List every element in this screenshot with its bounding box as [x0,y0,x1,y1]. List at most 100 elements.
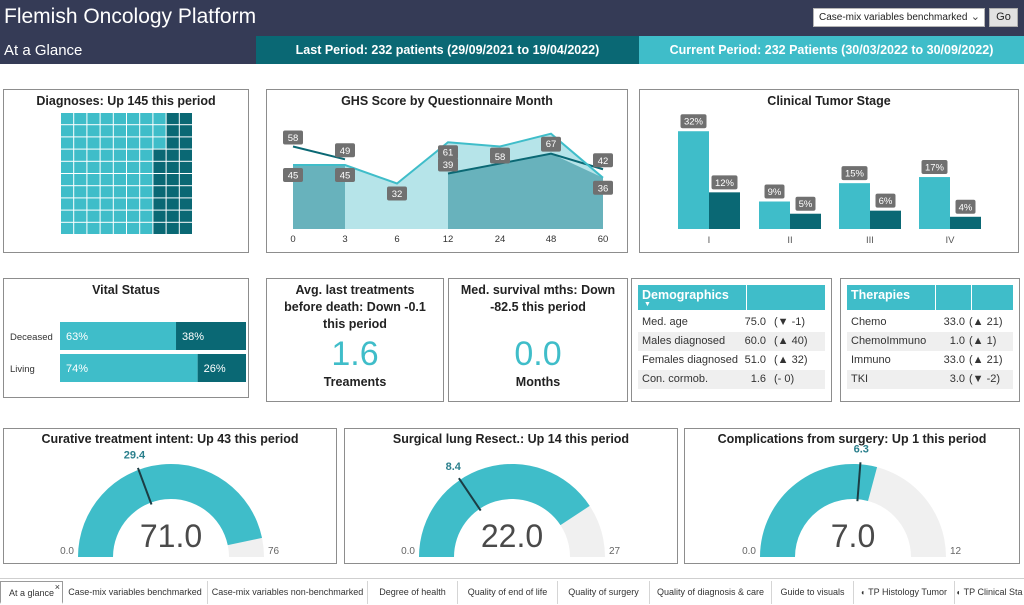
page-name: At a Glance [0,36,256,64]
tab-label: Degree of health [379,587,446,597]
waffle-cell [74,137,87,149]
therapies-header[interactable]: Therapies [847,285,1013,310]
waffle-cell [127,125,140,137]
data-label-box [541,136,561,151]
waffle-cell [153,174,166,186]
waffle-cell [100,137,113,149]
data-label: 38% [182,331,204,343]
tab-quality-of-surgery[interactable]: Quality of surgery [558,581,650,604]
waffle-cell [166,174,179,186]
bar [870,210,901,229]
tab-quality-end-of-life[interactable]: Quality of end of life [458,581,558,604]
row-value: 1.6 [750,373,766,385]
kpi-treatments-card[interactable]: Avg. last treatments before death: Down … [266,278,444,402]
data-label: 74% [66,363,88,375]
waffle-cell [127,198,140,210]
tumor-stage-card[interactable]: Clinical Tumor Stage 32% 12% I 9% 5% II 15% 6% I… [639,89,1019,253]
gauge-chart: 8.4 22.0 0.0 27 [401,461,621,557]
row-change: (▲ 32) [774,354,808,366]
gauge-fill [78,464,263,557]
waffle-cell [100,210,113,222]
kpi-treatments-value: 1.6 [331,335,379,373]
waffle-cell [87,161,100,173]
data-label: 58 [288,133,299,144]
data-label: 58 [495,152,506,163]
gauge-card-surgical[interactable]: Surgical lung Resect.: Up 14 this period… [344,428,678,564]
data-label: 32 [392,189,403,200]
waffle-cell [140,198,153,210]
data-label: 12% [715,178,735,189]
gauge-card-complications[interactable]: Complications from surgery: Up 1 this pe… [684,428,1020,564]
waffle-cell [61,161,74,173]
tumor-stage-bar-chart: 32% 12% I 9% 5% II 15% 6% III 17% 4% IV [678,114,981,246]
row-change: (- 0) [774,373,795,385]
ghs-title: GHS Score by Questionnaire Month [341,94,553,108]
row-label: Chemo [851,316,887,328]
app-title: Flemish Oncology Platform [4,5,257,28]
vital-status-title: Vital Status [92,283,160,297]
tab-tp-histology-tumor[interactable]: ◐ TP Histology Tumor [854,581,955,604]
waffle-cell [166,210,179,222]
tab-guide-to-visuals[interactable]: Guide to visuals [772,581,854,604]
bar [197,354,246,382]
table-row: Med. age 75.0 (▼ -1) [638,313,825,332]
waffle-cell [61,113,74,125]
waffle-cell [113,161,126,173]
row-value: 3.0 [949,373,965,385]
waffle-cell [179,125,192,137]
go-button[interactable]: Go [989,8,1018,27]
waffle-cell [166,125,179,137]
gauge-target-marker [136,467,153,505]
data-label-box [593,153,613,168]
waffle-cell [153,210,166,222]
data-label: 67 [546,139,557,150]
waffle-cell [87,186,100,198]
ghs-card[interactable]: GHS Score by Questionnaire Month 58 49 39 4… [266,89,628,253]
gauge-fill [760,464,878,557]
therapies-card[interactable]: Therapies Chemo 33.0 (▲ 21) ChemoImmuno … [840,278,1020,402]
data-label: 45 [340,171,351,182]
row-value: 60.0 [744,335,766,347]
data-label-box [955,199,976,214]
tab-label: Quality of end of life [467,587,548,597]
vital-status-card[interactable]: Vital Status 63% 38% Deceased 74% 26% Living [3,278,249,398]
waffle-cell [140,186,153,198]
data-label-box [711,175,738,190]
diagnoses-waffle-chart [61,113,192,234]
data-label-box [593,180,613,195]
page-select-dropdown[interactable]: Case-mix variables benchmarked ⌄ [813,8,985,27]
bar [709,192,740,229]
last-period-label: Last Period: 232 patients (29/09/2021 to… [256,36,639,64]
tab-case-mix-non-benchmarked[interactable]: Case-mix variables non-benchmarked [208,581,368,604]
tab-case-mix-benchmarked[interactable]: Case-mix variables benchmarked [63,581,208,604]
waffle-cell [179,174,192,186]
data-label-box [283,168,303,182]
waffle-cell [179,137,192,149]
kpi-survival-card[interactable]: Med. survival mths: Down -82.5 this peri… [448,278,628,402]
gauge-card-curative[interactable]: Curative treatment intent: Up 43 this pe… [3,428,337,564]
waffle-cell [153,198,166,210]
tab-quality-diagnosis-care[interactable]: Quality of diagnosis & care [650,581,772,604]
waffle-cell [87,137,100,149]
demographics-card[interactable]: Demographics ▼ Med. age 75.0 (▼ -1) Male… [631,278,832,402]
page-select-value: Case-mix variables benchmarked [819,12,968,23]
gauge-max-label: 27 [609,546,621,557]
row-label: ChemoImmuno [851,335,927,347]
tab-at-a-glance[interactable]: At a glance × [0,581,63,604]
row-label: Immuno [851,354,891,366]
diagnoses-card[interactable]: Diagnoses: Up 145 this period [3,89,249,253]
x-tick-label: I [708,235,711,246]
therapies-title: Therapies [851,288,911,302]
close-icon[interactable]: × [54,582,60,592]
waffle-cell [100,186,113,198]
row-label: Females diagnosed [642,354,739,366]
demographics-header[interactable]: Demographics ▼ [638,285,825,310]
waffle-cell [61,198,74,210]
waffle-cell [127,174,140,186]
tab-degree-of-health[interactable]: Degree of health [368,581,458,604]
data-label-box [841,166,868,181]
row-change: (▼ -1) [774,316,806,328]
tab-tp-clinical-stage[interactable]: ◐ TP Clinical Sta [955,581,1024,604]
data-label-box [680,114,707,129]
